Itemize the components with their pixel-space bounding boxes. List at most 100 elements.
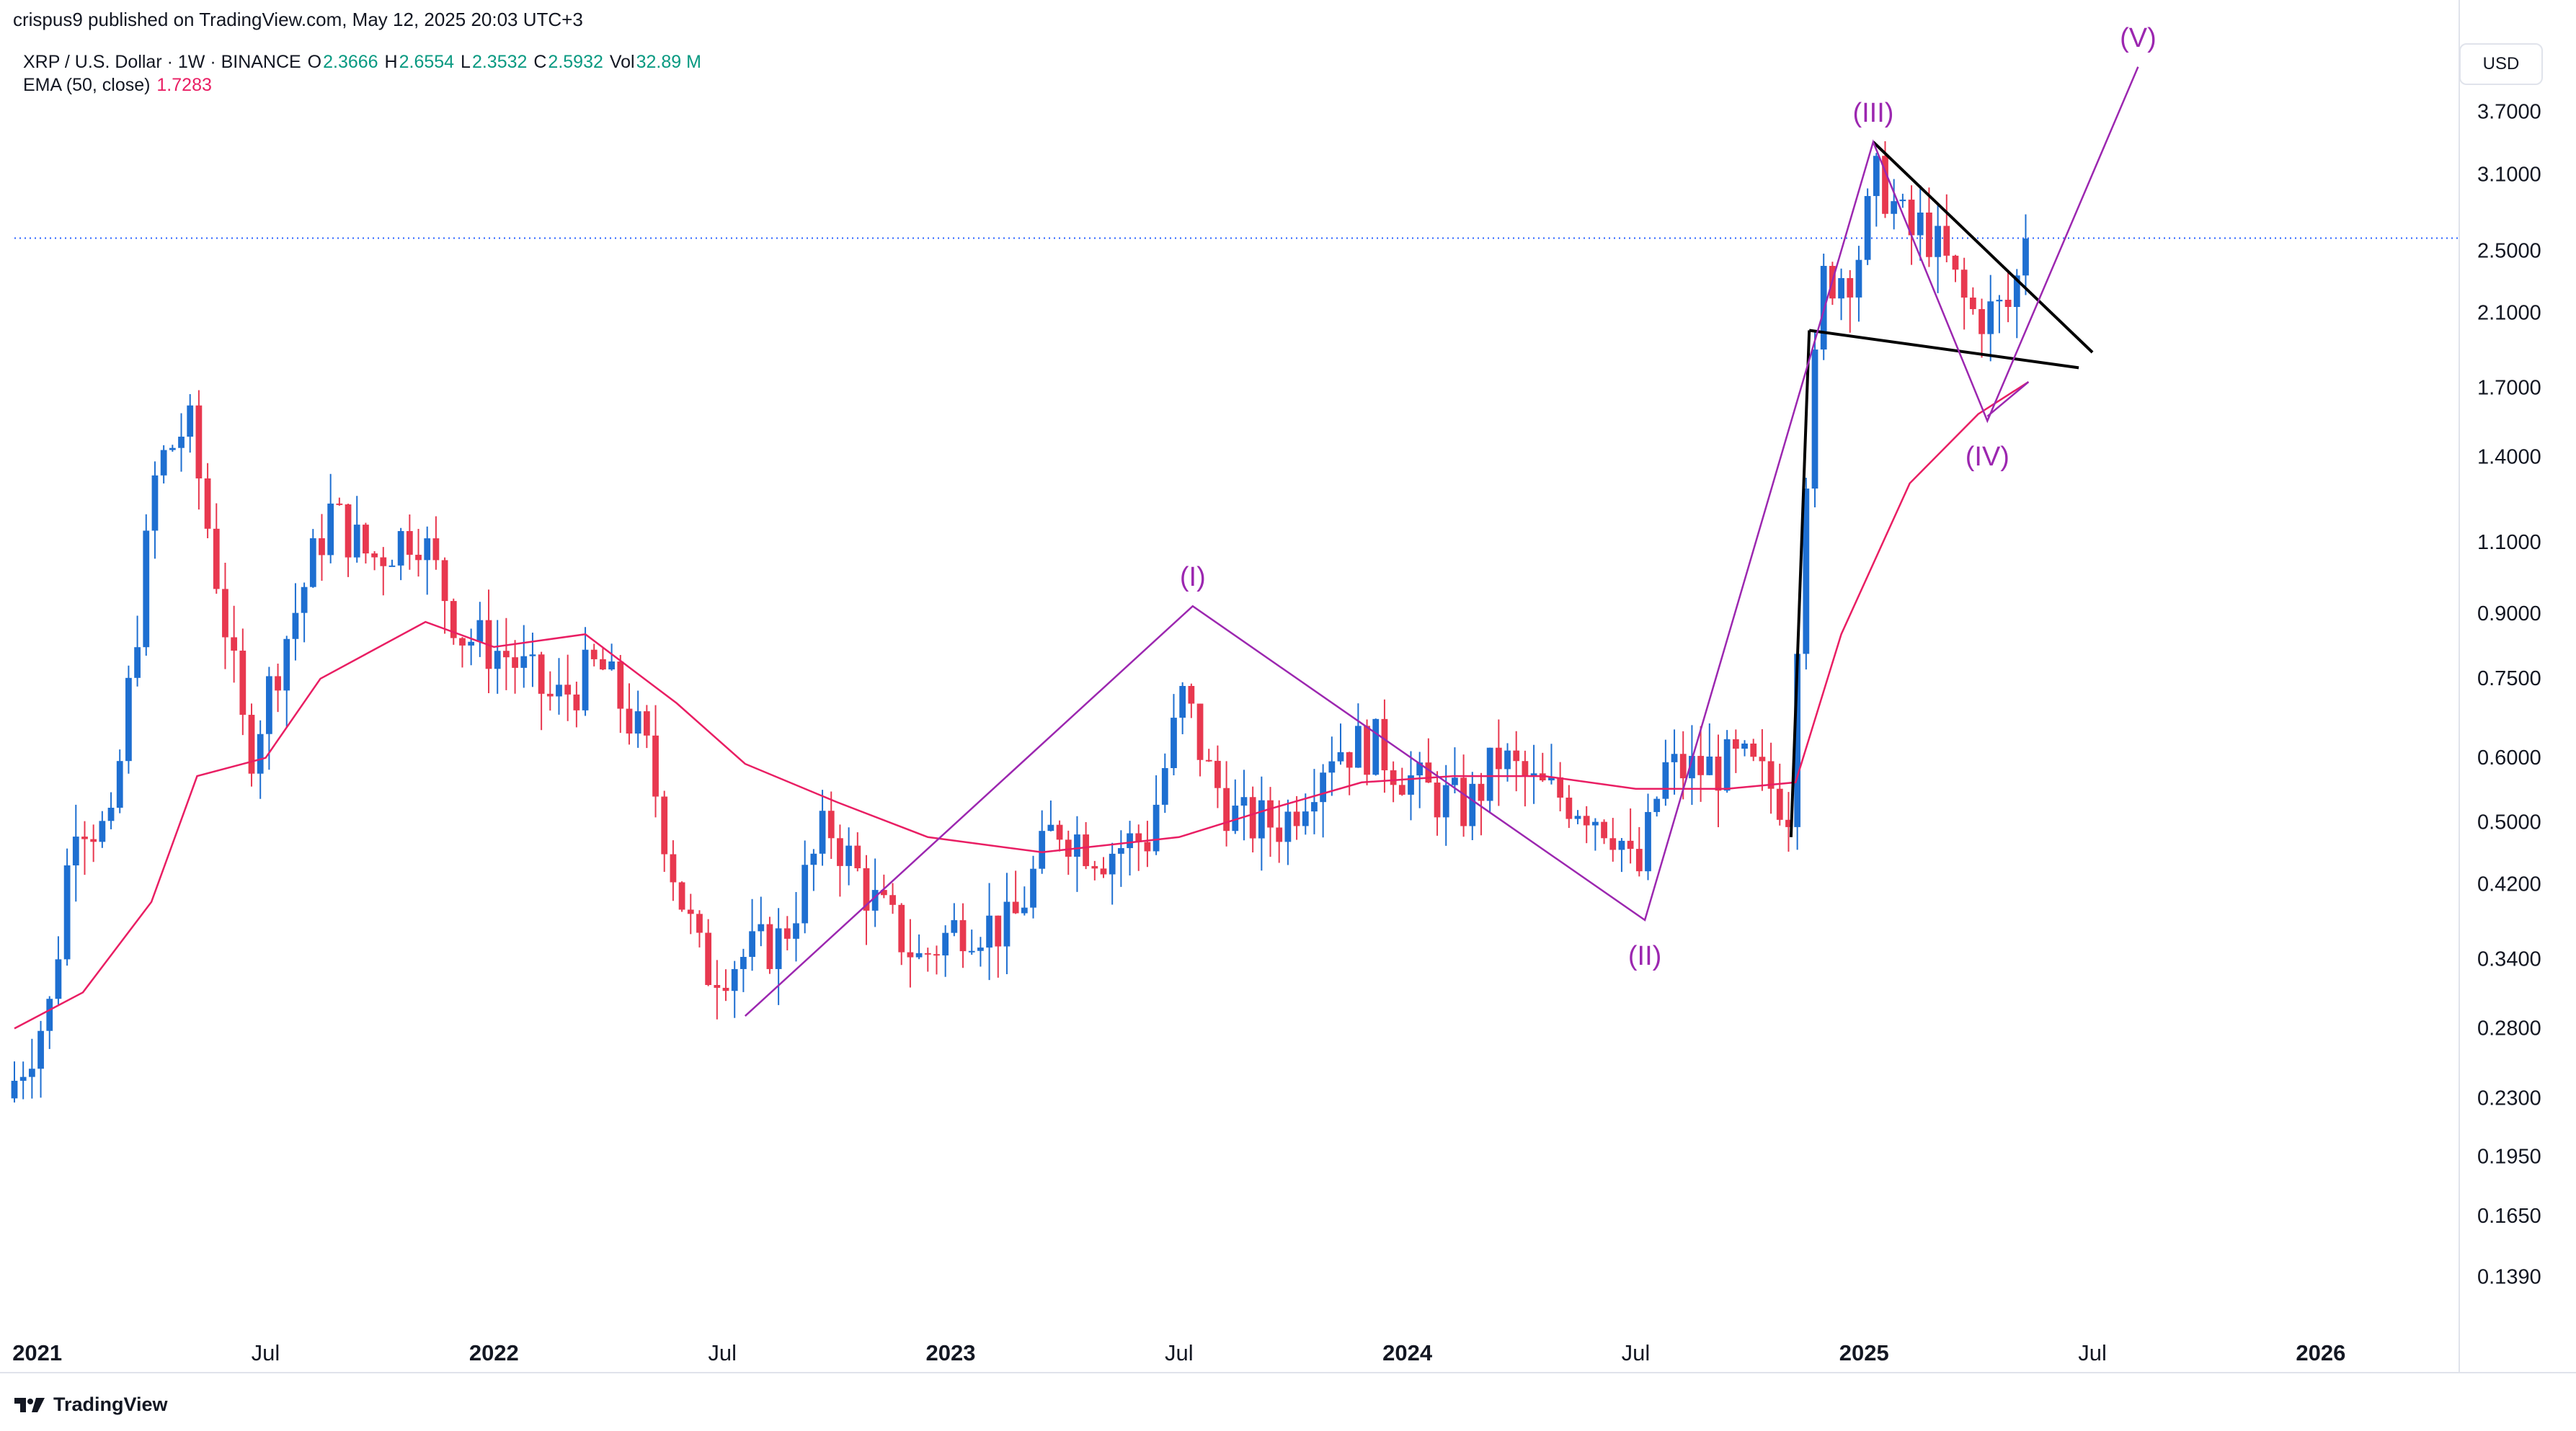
candle-down xyxy=(687,909,694,914)
ema-legend: EMA (50, close) 1.7283 xyxy=(23,75,213,96)
candle-down xyxy=(722,987,729,991)
candle-down xyxy=(1100,868,1107,875)
candle-up xyxy=(327,503,334,556)
time-tick-label: Jul xyxy=(252,1340,280,1365)
candle-up xyxy=(986,915,992,948)
candle-down xyxy=(1478,783,1485,801)
candle-up xyxy=(1873,156,1880,197)
candle-down xyxy=(837,838,843,866)
candle-up xyxy=(1803,489,1810,654)
candle-down xyxy=(1776,788,1783,820)
candle-down xyxy=(1188,685,1195,704)
volume-value: 32.89 M xyxy=(636,52,701,72)
candle-down xyxy=(898,904,905,953)
candle-down xyxy=(204,478,211,529)
candle-down xyxy=(231,637,238,651)
candle-up xyxy=(134,647,141,678)
tradingview-logo[interactable]: TradingView xyxy=(13,1394,168,1416)
price-tick-label: 3.1000 xyxy=(2477,163,2541,186)
candle-down xyxy=(363,525,369,554)
candle-up xyxy=(424,538,431,561)
candle-up xyxy=(977,948,984,951)
candle-down xyxy=(661,796,668,855)
high-label: H xyxy=(384,52,398,72)
candle-up xyxy=(1996,300,2003,302)
candle-up xyxy=(1723,739,1731,791)
candle-down xyxy=(1205,759,1212,762)
price-tick-label: 3.7000 xyxy=(2477,100,2541,123)
candle-down xyxy=(1557,777,1564,798)
open-label: O xyxy=(307,52,322,72)
candle-down xyxy=(995,915,1002,947)
price-tick-label: 0.6000 xyxy=(2477,746,2541,770)
candle-up xyxy=(1039,831,1046,869)
flag-lower-trendline xyxy=(1808,329,2079,370)
high-value: 2.6554 xyxy=(399,52,455,72)
candle-up xyxy=(1671,754,1678,762)
candle-up xyxy=(1838,277,1844,299)
candle-down xyxy=(1144,842,1151,852)
candle-down xyxy=(1635,849,1643,872)
candle-up xyxy=(801,865,809,924)
candle-down xyxy=(924,953,931,955)
candle-up xyxy=(160,450,167,476)
candle-down xyxy=(1952,255,1959,270)
candle-down xyxy=(1759,757,1766,762)
candle-up xyxy=(1003,901,1011,947)
candle-up xyxy=(819,811,826,854)
candle-up xyxy=(1030,868,1036,908)
candle-up xyxy=(1354,726,1362,768)
candle-up xyxy=(1408,775,1414,795)
candle-up xyxy=(951,920,958,933)
candle-down xyxy=(81,837,88,839)
candle-up xyxy=(125,677,132,762)
candle-down xyxy=(617,661,624,709)
candle-up xyxy=(758,924,765,932)
currency-button[interactable]: USD xyxy=(2459,43,2543,85)
candle-up xyxy=(520,656,528,668)
time-tick-label: 2025 xyxy=(1839,1340,1889,1365)
candle-up xyxy=(309,538,316,587)
candle-up xyxy=(1171,718,1177,769)
candle-down xyxy=(1293,811,1300,826)
candle-up xyxy=(1486,747,1493,801)
candle-down xyxy=(459,638,466,646)
close-label: C xyxy=(533,52,547,72)
candle-up xyxy=(388,565,396,567)
candle-down xyxy=(1083,834,1090,867)
low-value: 2.3532 xyxy=(471,52,528,72)
candle-down xyxy=(1056,824,1063,840)
tradingview-logo-icon xyxy=(14,1397,45,1412)
candle-down xyxy=(1249,797,1256,839)
candle-up xyxy=(968,950,975,953)
candle-down xyxy=(222,589,228,638)
candle-up xyxy=(1328,761,1336,773)
candle-up xyxy=(915,953,923,958)
volume-label: Vol xyxy=(609,52,635,72)
candle-down xyxy=(1425,762,1432,783)
candle-down xyxy=(783,928,791,939)
candle-up xyxy=(1618,840,1625,850)
candle-down xyxy=(1135,833,1142,842)
candle-up xyxy=(1442,785,1449,818)
candle-down xyxy=(1434,783,1441,818)
candle-down xyxy=(406,531,413,555)
candle-up xyxy=(301,587,308,613)
candle-down xyxy=(1609,838,1617,850)
candle-up xyxy=(1741,743,1748,749)
candle-up xyxy=(871,890,879,911)
wave-label: (V) xyxy=(2120,23,2157,53)
candle-down xyxy=(432,538,440,561)
candle-down xyxy=(1346,752,1353,768)
candle-up xyxy=(468,641,475,646)
candle-up xyxy=(1504,750,1511,770)
candle-up xyxy=(1811,349,1818,489)
candle-down xyxy=(512,657,518,668)
candle-down xyxy=(1960,269,1968,298)
candle-down xyxy=(714,985,721,988)
candle-down xyxy=(503,651,510,658)
candle-down xyxy=(1785,819,1792,827)
candle-down xyxy=(1012,901,1019,914)
price-tick-label: 0.9000 xyxy=(2477,602,2541,625)
